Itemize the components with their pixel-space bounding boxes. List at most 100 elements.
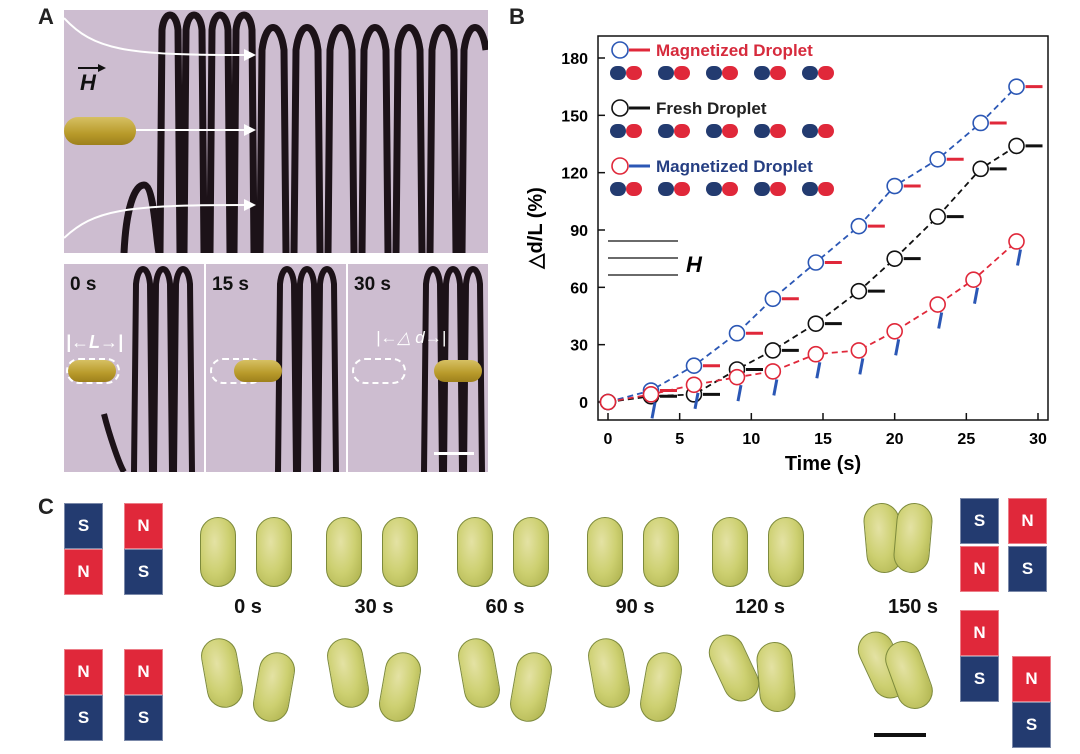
legend-magnet-icon	[610, 66, 626, 80]
moment-arrow-2	[858, 358, 865, 375]
legend-magnet-icon	[722, 66, 738, 80]
legend-magnet-icon	[770, 66, 786, 80]
y-tick-label: 180	[561, 51, 588, 68]
data-point-1	[929, 208, 946, 225]
legend-magnet-icon	[818, 66, 834, 80]
y-axis-label: △d/L (%)	[525, 187, 547, 270]
data-point-2	[642, 386, 660, 403]
legend-magnet-icon	[754, 182, 770, 196]
droplet	[256, 517, 292, 587]
data-point-2	[599, 393, 617, 411]
data-point-1	[886, 250, 903, 267]
legend-magnet-icon	[626, 124, 642, 138]
y-tick-label: 120	[561, 166, 588, 183]
legend-magnet-icon	[674, 66, 690, 80]
magnet-pole: N	[124, 503, 163, 549]
legend-layer: Magnetized Droplet Fresh Droplet Magnetize…	[608, 41, 834, 277]
coil-frame-0s-illustration	[101, 266, 195, 472]
coil-frame-0s: 0 s |←L→|	[64, 264, 204, 472]
legend-magnet-icon	[658, 182, 674, 196]
data-point-0	[685, 357, 703, 374]
x-tick-label: 5	[675, 431, 684, 448]
magnet-pole: N	[1012, 656, 1051, 702]
droplet-30s	[434, 360, 482, 382]
droplet-outline-30s	[352, 358, 406, 384]
chart-b: 0 5 10 15 20 25 30 0 30 60 90 120 150 180 Magnetized …	[525, 35, 1049, 475]
x-axis-label: Time (s)	[785, 453, 861, 475]
x-tick-label: 15	[814, 431, 832, 448]
panel-label-b: B	[509, 4, 525, 29]
droplet-15s	[234, 360, 282, 382]
time-label-0s: 0 s	[70, 274, 97, 295]
x-tick-label: 25	[957, 431, 975, 448]
droplet	[376, 649, 424, 725]
droplet-outline-0s	[66, 358, 120, 384]
droplet	[457, 517, 493, 587]
axes-layer: 0 5 10 15 20 25 30 0 30 60 90 120 150 180	[561, 51, 1047, 448]
droplet	[587, 517, 623, 587]
coil-illustration	[64, 11, 488, 253]
data-point-2	[965, 271, 982, 288]
magnet-pole: S	[1012, 702, 1051, 748]
magnet-pole: N	[960, 610, 999, 656]
droplet	[892, 501, 934, 575]
data-point-2	[728, 368, 746, 386]
legend-marker-1	[611, 99, 629, 117]
panel-label-c: C	[38, 494, 54, 519]
magnet-pole: S	[960, 498, 999, 544]
droplet	[324, 635, 372, 711]
legend-magnet-icon	[706, 66, 722, 80]
droplet	[200, 517, 236, 587]
legend-magnet-icon	[818, 182, 834, 196]
legend-magnet-icon	[802, 66, 818, 80]
legend-magnet-icon	[674, 182, 690, 196]
moment-arrow-2	[815, 361, 822, 379]
field-label-b: H	[686, 252, 703, 277]
moment-arrow-2	[772, 379, 779, 396]
legend-magnet-icon	[626, 66, 642, 80]
time-label-c: 0 s	[234, 596, 262, 618]
y-tick-label: 60	[570, 280, 588, 297]
y-tick-label: 90	[570, 223, 588, 240]
data-point-0	[929, 150, 946, 168]
data-point-2	[886, 322, 903, 340]
length-label: |←L→|	[66, 332, 124, 352]
panel-label-a: A	[38, 4, 54, 29]
droplet	[455, 635, 503, 711]
plot-frame	[597, 35, 1049, 421]
x-tick-label: 20	[886, 431, 904, 448]
droplet	[585, 635, 633, 711]
droplet	[507, 649, 555, 725]
time-label-c: 150 s	[887, 596, 939, 618]
length-label-text: L	[89, 332, 101, 352]
legend-magnet-icon	[754, 66, 770, 80]
data-point-0	[728, 324, 746, 342]
data-point-0	[807, 254, 825, 271]
data-point-2	[764, 363, 782, 380]
magnet-pole: N	[64, 549, 103, 595]
field-label-h: H	[80, 70, 96, 95]
legend-label-1: Fresh Droplet	[656, 99, 767, 118]
data-point-0	[850, 217, 868, 235]
moment-arrow-2	[894, 339, 901, 356]
legend-magnet-icon	[674, 124, 690, 138]
droplet	[326, 517, 362, 587]
y-tick-label: 150	[561, 108, 588, 125]
scale-bar-a	[434, 452, 474, 455]
legend-magnet-icon	[770, 182, 786, 196]
legend-magnet-icon	[802, 182, 818, 196]
data-point-1	[850, 282, 868, 300]
droplet	[643, 517, 679, 587]
legend-magnet-icon	[610, 182, 626, 196]
moment-arrow-2	[973, 287, 979, 304]
legend-magnet-icon	[722, 182, 738, 196]
data-point-2	[850, 342, 868, 359]
legend-magnet-icon	[706, 182, 722, 196]
legend-magnet-icon	[754, 124, 770, 138]
moment-arrow-2	[736, 384, 743, 402]
legend-magnet-icon	[818, 124, 834, 138]
magnet-pole: S	[64, 503, 103, 549]
droplet	[250, 649, 298, 725]
droplet	[712, 517, 748, 587]
data-point-1	[972, 160, 989, 178]
